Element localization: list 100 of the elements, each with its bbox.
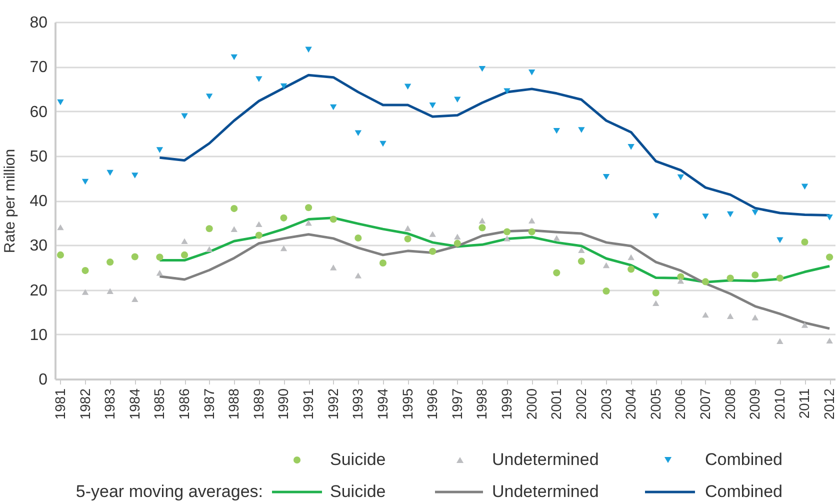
point <box>652 213 660 220</box>
point <box>255 232 262 239</box>
y-tick-label: 40 <box>30 193 48 210</box>
x-tick-label: 1984 <box>126 388 142 420</box>
x-tick-label: 2009 <box>746 388 763 420</box>
point <box>330 104 337 110</box>
point <box>280 245 288 252</box>
x-tick-label: 1983 <box>102 388 118 420</box>
point <box>652 289 660 296</box>
point <box>280 214 288 222</box>
x-tick-label: 2010 <box>771 388 788 420</box>
point <box>702 312 709 318</box>
legend-label: Undetermined <box>492 482 599 501</box>
x-tick-label: 1995 <box>399 388 416 420</box>
x-tick-label: 2008 <box>722 388 738 420</box>
point <box>156 270 164 276</box>
x-tick-label: 1989 <box>250 388 266 420</box>
x-tick-label: 2001 <box>548 388 564 420</box>
point <box>354 272 362 278</box>
point <box>528 70 536 76</box>
y-tick-label: 0 <box>38 372 48 388</box>
point <box>826 254 834 261</box>
point <box>553 128 560 134</box>
point <box>206 94 213 100</box>
point <box>57 99 64 106</box>
point <box>776 237 784 244</box>
point <box>106 288 114 294</box>
point <box>82 267 89 274</box>
x-tick-label: 2002 <box>572 388 589 420</box>
point <box>230 54 238 60</box>
point <box>826 214 833 220</box>
x-tick-label: 1987 <box>200 388 217 420</box>
x-tick-label: 1997 <box>448 388 465 420</box>
point <box>504 236 510 242</box>
point <box>702 278 710 286</box>
point <box>628 144 634 150</box>
point <box>553 235 560 241</box>
point <box>504 88 510 94</box>
x-tick-label: 1998 <box>474 388 490 420</box>
point <box>602 262 610 268</box>
point <box>801 184 808 190</box>
x-tick-label: 1991 <box>300 388 316 420</box>
point <box>528 218 536 224</box>
point <box>181 238 188 244</box>
point <box>454 96 461 103</box>
point <box>132 296 138 302</box>
point <box>429 231 436 237</box>
point <box>602 174 610 180</box>
point <box>106 258 114 266</box>
y-tick-label: 70 <box>30 59 48 76</box>
point <box>726 274 734 282</box>
legend-label: Undetermined <box>492 450 599 469</box>
legend-label: Suicide <box>330 482 386 501</box>
point <box>379 259 387 267</box>
point <box>578 127 585 133</box>
point <box>752 314 758 320</box>
x-tick-label: 2011 <box>796 388 812 419</box>
point <box>404 225 412 232</box>
point <box>578 258 585 265</box>
x-tick-label: 1985 <box>151 388 168 420</box>
point <box>305 46 312 53</box>
point <box>702 214 709 220</box>
point <box>131 253 138 260</box>
x-tick-label: 1994 <box>374 388 390 420</box>
point <box>106 170 114 176</box>
point <box>478 224 486 232</box>
point <box>602 288 610 295</box>
legend-label: Combined <box>705 482 782 501</box>
point <box>181 113 188 120</box>
point <box>677 174 684 180</box>
x-tick-label: 2006 <box>672 388 688 420</box>
point <box>132 172 138 178</box>
x-tick-label: 2003 <box>598 388 614 420</box>
point <box>454 240 461 247</box>
x-tick-label: 1988 <box>226 388 242 420</box>
y-tick-label: 30 <box>30 238 48 255</box>
point <box>156 147 164 153</box>
point <box>57 224 64 230</box>
point <box>330 264 337 270</box>
point <box>578 247 585 253</box>
point <box>206 246 213 252</box>
point <box>478 66 486 72</box>
y-tick-label: 80 <box>30 14 48 32</box>
x-tick-label: 1992 <box>324 388 341 420</box>
point <box>776 274 784 282</box>
point <box>801 238 808 246</box>
x-tick-label: 1982 <box>76 388 93 420</box>
point <box>652 300 660 306</box>
point <box>354 234 362 242</box>
x-tick-label: 2004 <box>622 388 639 420</box>
point <box>801 322 808 328</box>
point <box>82 289 89 295</box>
x-tick-label: 2005 <box>647 388 664 420</box>
point <box>503 228 511 236</box>
x-tick-label: 1986 <box>176 388 192 420</box>
point <box>206 225 213 232</box>
legend-title: 5-year moving averages: <box>76 482 263 501</box>
point <box>256 221 262 228</box>
point <box>305 204 312 212</box>
point <box>528 228 536 236</box>
